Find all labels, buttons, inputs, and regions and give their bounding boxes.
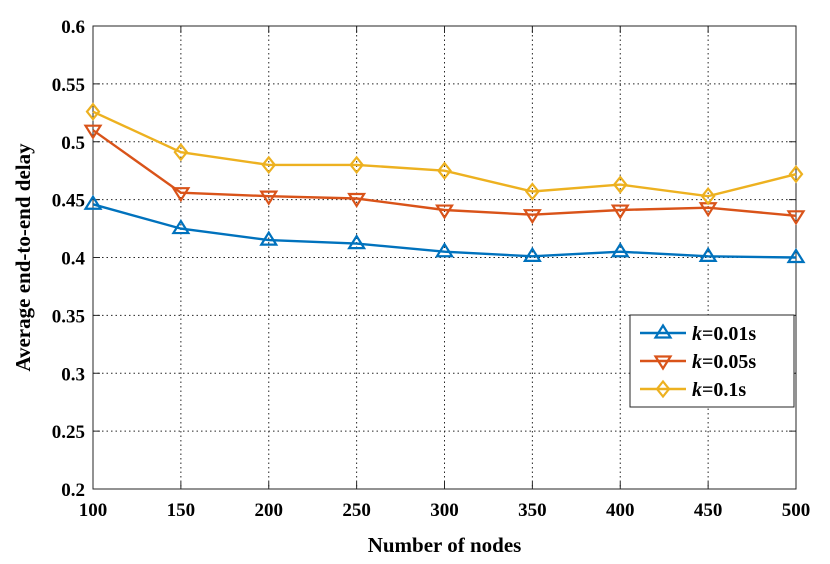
legend-label-suffix: =0.05s bbox=[702, 351, 756, 373]
x-tick-label: 350 bbox=[518, 500, 547, 521]
data-point bbox=[171, 187, 191, 203]
data-point bbox=[610, 204, 630, 220]
series-line bbox=[92, 110, 797, 198]
data-point bbox=[259, 230, 279, 246]
x-axis-label: Number of nodes bbox=[368, 533, 522, 557]
data-point bbox=[522, 246, 542, 262]
legend-item: k=0.01s bbox=[640, 323, 756, 345]
data-point bbox=[698, 246, 718, 262]
legend-label: k=0.01s bbox=[692, 323, 756, 345]
y-tick-label: 0.25 bbox=[52, 422, 85, 443]
data-point bbox=[786, 247, 806, 264]
data-point bbox=[522, 209, 542, 225]
x-axis: 100 150 200 250 300 350 400 450 500 bbox=[79, 26, 811, 521]
x-tick-label: 200 bbox=[255, 500, 284, 521]
series-line bbox=[92, 129, 797, 217]
legend-label-prefix: k bbox=[692, 379, 702, 401]
x-tick-label: 400 bbox=[606, 500, 635, 521]
data-point bbox=[261, 155, 277, 175]
data-point bbox=[347, 234, 367, 250]
data-point bbox=[788, 164, 804, 184]
legend-label-prefix: k bbox=[692, 351, 702, 373]
data-point bbox=[259, 190, 279, 206]
x-tick-label: 100 bbox=[79, 500, 108, 521]
x-tick-label: 500 bbox=[782, 500, 811, 521]
data-point bbox=[173, 142, 189, 162]
y-tick-label: 0.3 bbox=[61, 364, 85, 385]
y-tick-label: 0.55 bbox=[52, 75, 85, 96]
legend-marker bbox=[655, 379, 671, 399]
data-point bbox=[700, 186, 716, 206]
data-point bbox=[610, 242, 630, 258]
x-tick-label: 450 bbox=[694, 500, 723, 521]
legend-label-suffix: =0.01s bbox=[702, 323, 756, 345]
y-tick-label: 0.4 bbox=[61, 249, 85, 270]
data-point bbox=[85, 102, 101, 121]
series-3 bbox=[85, 102, 804, 206]
y-tick-label: 0.6 bbox=[61, 17, 85, 38]
data-point bbox=[349, 155, 365, 175]
y-tick-label: 0.5 bbox=[61, 133, 85, 154]
series-1 bbox=[83, 194, 806, 264]
data-point bbox=[786, 210, 806, 226]
series-2 bbox=[83, 124, 806, 226]
x-tick-label: 300 bbox=[430, 500, 459, 521]
legend-marker bbox=[653, 323, 673, 339]
grid bbox=[93, 26, 796, 489]
legend-label: k=0.1s bbox=[692, 379, 746, 401]
y-tick-label: 0.2 bbox=[61, 480, 85, 501]
data-point bbox=[437, 161, 452, 180]
data-point bbox=[347, 192, 367, 209]
data-point bbox=[83, 124, 103, 140]
legend-marker bbox=[653, 355, 673, 371]
legend-label-suffix: =0.1s bbox=[702, 379, 746, 401]
data-point bbox=[524, 182, 540, 201]
data-point bbox=[83, 194, 103, 210]
y-axis: 0.2 0.25 0.3 0.35 0.4 0.45 0.5 0.55 0.6 bbox=[52, 17, 796, 501]
data-point bbox=[435, 204, 454, 220]
data-point bbox=[612, 175, 628, 194]
y-tick-label: 0.45 bbox=[52, 191, 85, 212]
x-tick-label: 150 bbox=[167, 500, 196, 521]
series-group bbox=[83, 102, 806, 264]
legend-item: k=0.05s bbox=[640, 351, 756, 373]
legend-label: k=0.05s bbox=[692, 351, 756, 373]
y-axis-label: Average end-to-end delay bbox=[11, 143, 35, 372]
x-tick-label: 250 bbox=[342, 500, 371, 521]
data-point bbox=[171, 218, 191, 235]
y-tick-label: 0.35 bbox=[52, 306, 85, 327]
legend-item: k=0.1s bbox=[640, 379, 746, 401]
series-line bbox=[92, 203, 797, 259]
data-point bbox=[435, 242, 454, 258]
legend-label-prefix: k bbox=[692, 323, 702, 345]
